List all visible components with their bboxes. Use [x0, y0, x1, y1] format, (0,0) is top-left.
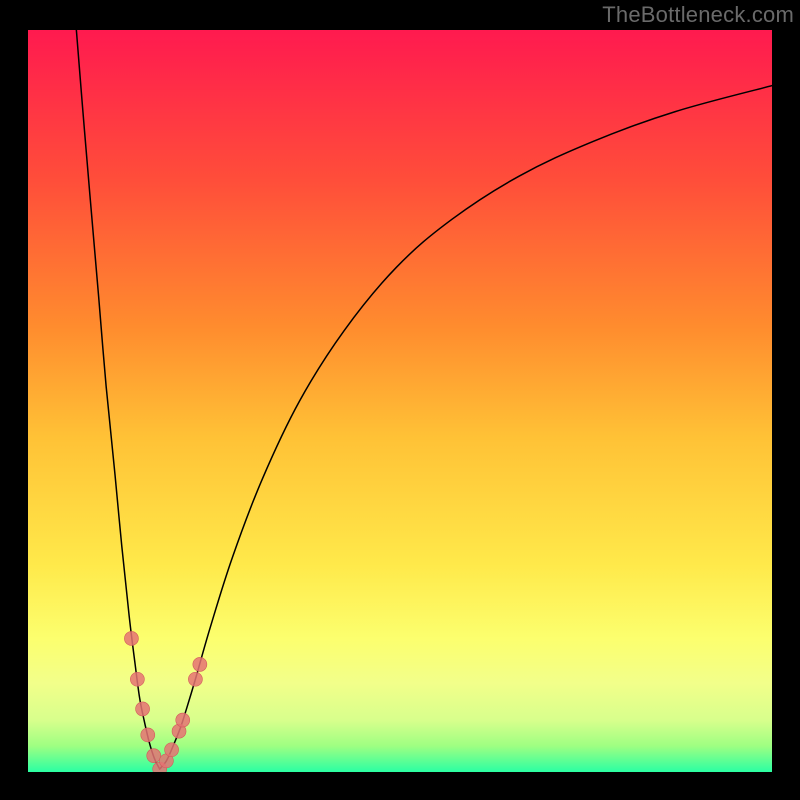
- data-marker: [136, 702, 150, 716]
- chart-stage: TheBottleneck.com: [0, 0, 800, 800]
- data-marker: [130, 672, 144, 686]
- watermark-text: TheBottleneck.com: [602, 2, 794, 28]
- data-marker: [176, 713, 190, 727]
- heat-gradient: [28, 30, 772, 772]
- data-marker: [124, 631, 138, 645]
- data-marker: [188, 672, 202, 686]
- data-marker: [193, 657, 207, 671]
- data-marker: [165, 743, 179, 757]
- data-marker: [141, 728, 155, 742]
- data-marker: [147, 749, 161, 763]
- plot-area: [28, 30, 772, 772]
